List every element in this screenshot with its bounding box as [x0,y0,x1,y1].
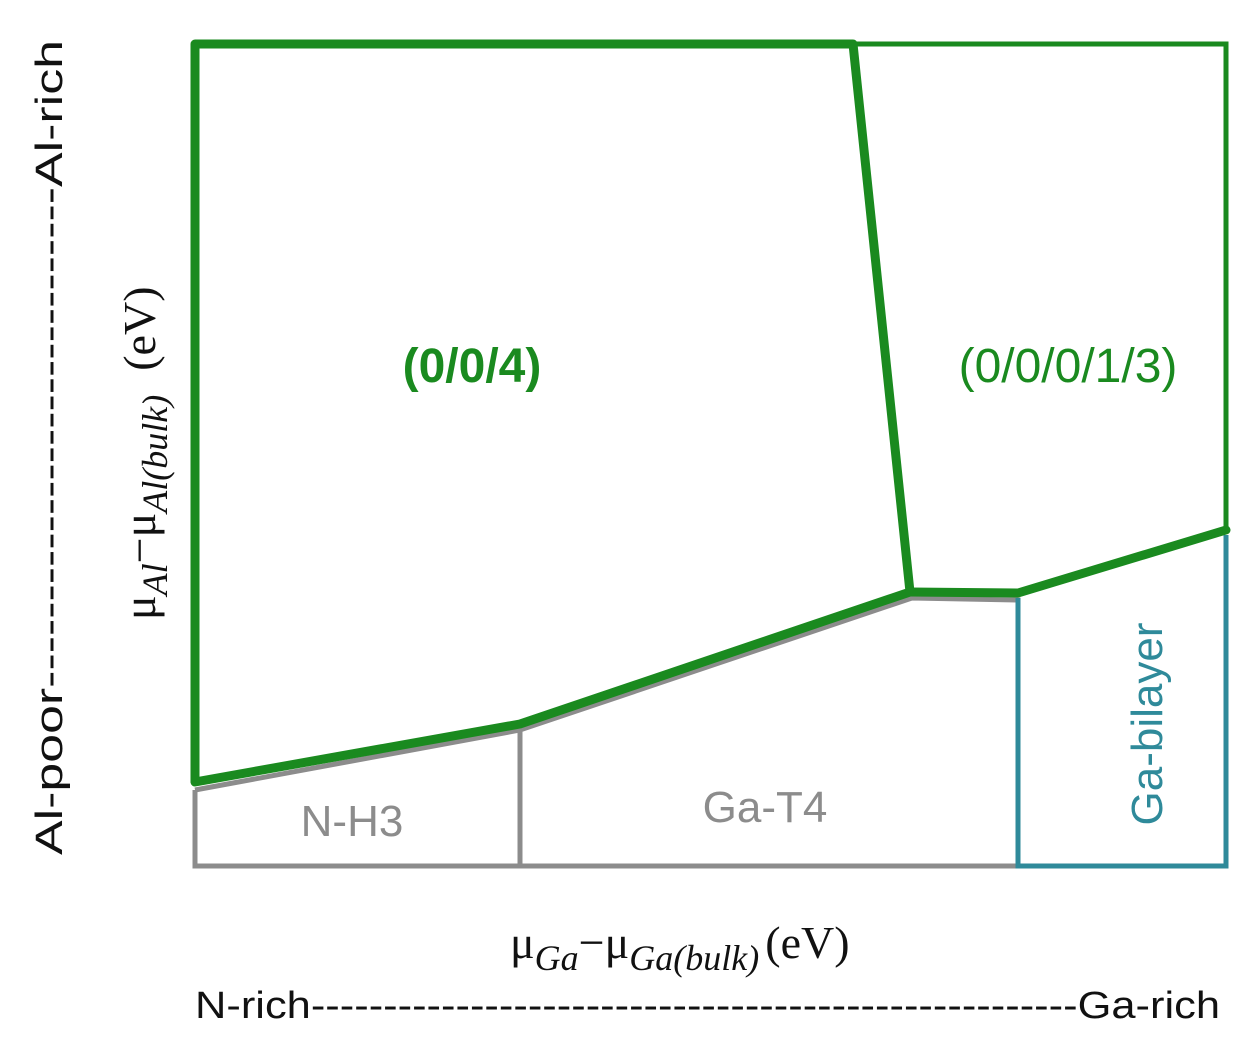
r00013-outline [853,41,1229,530]
r00013-border [853,41,1229,530]
ga-bilayer-border [1015,535,1229,869]
region-label-00013: (0/0/0/1/3) [959,340,1178,393]
x-axis-extremes: N-rich ----------------------------------… [195,985,1220,1027]
r004-border [190,39,1231,787]
y-axis-sub1: Al [135,563,175,597]
y-axis-bottom-end: Al-poor [29,687,71,855]
region-label-004: (0/0/4) [403,340,542,393]
y-axis-minus: −μ [114,513,165,564]
x-axis-sub1: Ga [535,938,579,978]
y-axis-top-end: Al-rich [29,40,71,187]
x-axis-unit: (eV) [765,917,849,968]
y-axis-label: μAl−μAl(bulk) (eV) [114,286,175,620]
y-axis-sub2: Al(bulk) [135,395,175,515]
y-axis-unit: (eV) [114,286,165,370]
region-label-nh3: N-H3 [301,797,404,846]
x-axis-minus: −μ [579,917,630,968]
ga-bilayer-outline [1015,535,1229,869]
x-axis-right-end: Ga-rich [1078,985,1220,1027]
x-axis-label: μGa−μGa(bulk) (eV) [510,917,850,978]
x-axis-mu: μ [510,917,535,968]
region-label-gat4: Ga-T4 [703,783,828,832]
y-axis-mu: μ [114,595,165,620]
r00013-lower-boundary [905,525,1231,598]
y-axis-extremes: Al-poor-----------------------------Al-r… [29,40,71,855]
x-axis-dashes: ----------------------------------------… [311,985,1078,1027]
x-axis-left-end: N-rich [195,985,311,1027]
x-axis-sub2: Ga(bulk) [629,938,759,978]
r004-outline [190,39,915,787]
region-label-gabilayer: Ga-bilayer [1123,623,1172,826]
y-axis-dashes: ----------------------------- [29,187,71,688]
